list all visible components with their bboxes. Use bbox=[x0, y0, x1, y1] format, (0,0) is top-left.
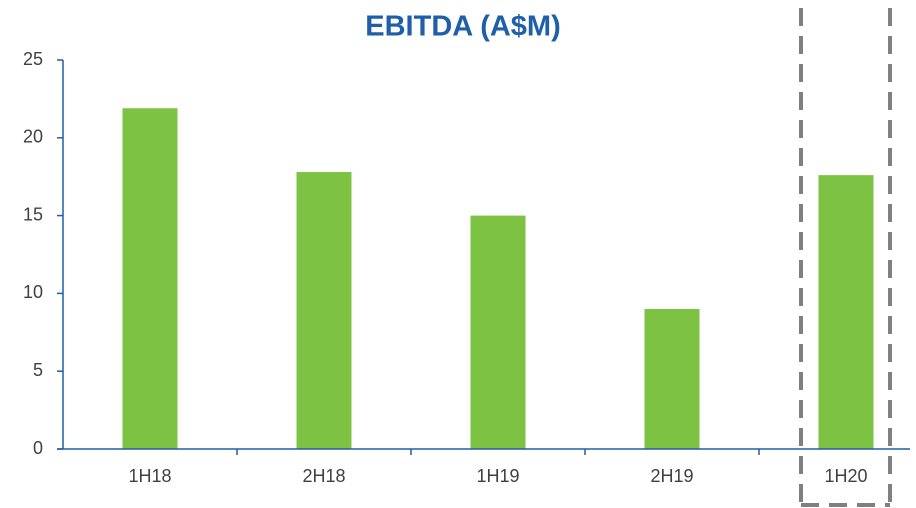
bar bbox=[644, 308, 700, 449]
y-tick-label: 10 bbox=[23, 282, 43, 302]
y-tick-label: 20 bbox=[23, 127, 43, 147]
x-tick-label: 2H19 bbox=[650, 466, 693, 486]
x-tick-label: 1H18 bbox=[128, 466, 171, 486]
bar bbox=[122, 108, 178, 450]
y-tick-label: 5 bbox=[33, 360, 43, 380]
x-tick-label: 2H18 bbox=[302, 466, 345, 486]
bar bbox=[818, 175, 874, 450]
bar bbox=[296, 172, 352, 450]
bar bbox=[470, 215, 526, 449]
chart-title: EBITDA (A$M) bbox=[365, 11, 560, 43]
y-tick-label: 25 bbox=[23, 49, 43, 69]
x-tick-label: 1H19 bbox=[476, 466, 519, 486]
y-tick-label: 0 bbox=[33, 438, 43, 458]
y-tick-label: 15 bbox=[23, 204, 43, 224]
x-tick-label: 1H20 bbox=[824, 466, 867, 486]
